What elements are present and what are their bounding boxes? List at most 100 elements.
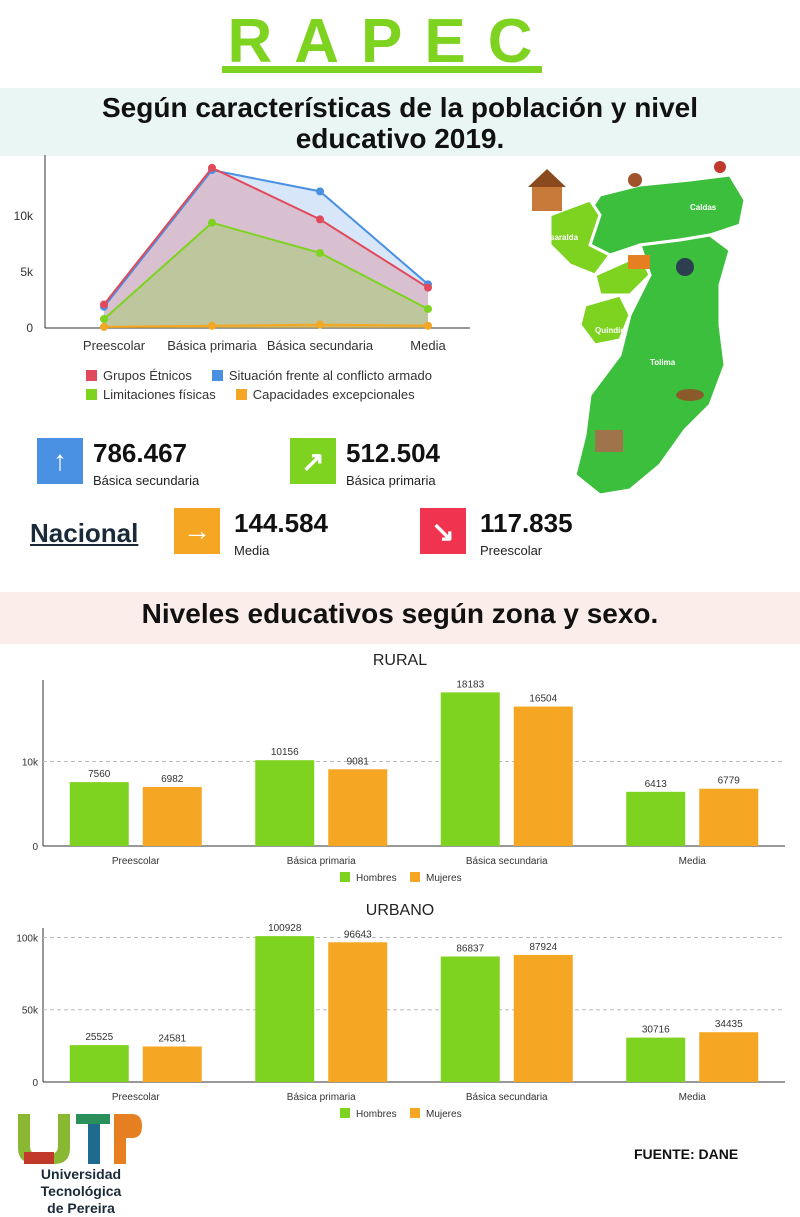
bar-hombres <box>626 791 686 846</box>
bar-value-label: 24581 <box>158 1033 186 1044</box>
legend-label-limitaciones: Limitaciones físicas <box>103 387 216 402</box>
bar-value-label: 6982 <box>161 774 184 785</box>
x-tick-label: Básica primaria <box>167 338 257 353</box>
x-tick-label: Media <box>679 856 707 867</box>
rural-bar-chart: 0 10k 7560 6982 Preescolar 10156 9081 Básica pr… <box>22 679 785 884</box>
utp-logo-icon <box>18 1114 142 1164</box>
area-point <box>424 283 432 292</box>
fence-icon <box>595 430 623 452</box>
map-label-risaralda: Risaralda <box>542 233 579 242</box>
bar-value-label: 87924 <box>529 942 557 953</box>
legend-label-capacidades: Capacidades excepcionales <box>252 387 415 402</box>
bar-mujeres <box>328 769 388 846</box>
bar-hombres <box>440 692 500 846</box>
area-fill-2 <box>104 222 428 328</box>
stat-value: 117.835 <box>480 508 573 538</box>
stat-value: 144.584 <box>234 508 328 538</box>
legend-label: Hombres <box>356 1109 397 1120</box>
map-region-risaralda <box>548 198 613 277</box>
stat-label: Preescolar <box>480 543 543 558</box>
x-tick-label: Básica secundaria <box>466 1092 548 1103</box>
bar-value-label: 9081 <box>347 756 370 767</box>
x-tick-label: Básica primaria <box>287 1092 356 1103</box>
legend-swatch-etnicos <box>86 370 97 381</box>
y-tick-label: 5k <box>20 265 34 279</box>
bar-mujeres <box>513 706 573 846</box>
area-point <box>316 320 324 329</box>
bar-value-label: 18183 <box>456 679 484 690</box>
x-tick-label: Preescolar <box>83 338 146 353</box>
arrow-right-icon: → <box>174 508 220 554</box>
area-point <box>208 218 216 227</box>
bar-value-label: 34435 <box>715 1019 743 1030</box>
area-point <box>100 300 108 309</box>
y-tick-label: 50k <box>22 1006 39 1017</box>
section-band-2 <box>0 592 800 644</box>
legend-swatch-limitaciones <box>86 389 97 400</box>
area-point <box>316 248 324 257</box>
subtitle-line-1: Según características de la población y … <box>101 92 698 123</box>
section-subtitle-2: Niveles educativos según zona y sexo. <box>141 598 659 629</box>
legend-label-conflicto: Situación frente al conflicto armado <box>228 368 432 383</box>
urbano-bar-chart: 0 50k 100k 25525 24581 Preescolar 100928 96643 B… <box>16 923 785 1120</box>
arrow-up-right-icon: ↗ <box>290 438 336 484</box>
y-tick-label: 10k <box>14 209 34 223</box>
stat-label: Básica primaria <box>346 473 436 488</box>
x-tick-label: Media <box>679 1092 707 1103</box>
bar-mujeres <box>328 942 388 1082</box>
bar-mujeres <box>142 787 202 846</box>
legend-swatch <box>340 872 350 882</box>
area-line-2 <box>103 221 429 320</box>
university-name: Universidad Tecnológica de Pereira <box>12 1166 150 1217</box>
area-fill-1 <box>104 170 428 328</box>
stat-label: Media <box>234 543 270 558</box>
area-point <box>208 321 216 330</box>
y-tick-label: 100k <box>16 933 39 944</box>
market-stall-icon <box>628 255 650 269</box>
bar-value-label: 10156 <box>271 747 299 758</box>
area-point <box>316 215 324 224</box>
area-point <box>424 304 432 313</box>
bar-value-label: 86837 <box>456 943 484 954</box>
subtitle-line-2: educativo 2019. <box>295 123 505 154</box>
section-subtitle-1: Según características de la población y … <box>60 92 740 154</box>
bar-hombres <box>440 956 500 1082</box>
bar-hombres <box>69 782 129 846</box>
legend-label-etnicos: Grupos Étnicos <box>103 368 192 383</box>
map-label-tolima: Tolima <box>650 358 676 367</box>
page-title: RAPEC <box>227 7 555 76</box>
area-point <box>100 315 108 324</box>
x-tick-label: Básica primaria <box>287 856 356 867</box>
x-tick-label: Básica secundaria <box>466 856 548 867</box>
area-legend: Grupos Étnicos Situación frente al confl… <box>86 368 432 402</box>
stat-card-3: → 144.584 Media <box>174 508 328 558</box>
x-tick-label: Básica secundaria <box>267 338 374 353</box>
y-tick-label: 0 <box>32 1078 38 1089</box>
urbano-chart-title: URBANO <box>365 902 435 919</box>
people-group-icon <box>676 258 694 276</box>
bar-value-label: 6413 <box>645 779 668 790</box>
area-fill-0 <box>104 167 428 328</box>
x-tick-label: Preescolar <box>112 856 160 867</box>
legend-swatch-conflicto <box>211 370 223 381</box>
worker-icon <box>714 161 726 173</box>
bar-value-label: 16504 <box>529 694 557 705</box>
bar-value-label: 96643 <box>344 929 372 940</box>
stat-card-2: ↗ 512.504 Básica primaria <box>290 438 440 488</box>
house-icon <box>532 185 562 211</box>
legend-label: Mujeres <box>426 873 462 884</box>
source-label: FUENTE: DANE <box>634 1146 739 1162</box>
map-label-caldas: Caldas <box>690 203 717 212</box>
area-line-0 <box>103 166 429 306</box>
stat-label: Básica secundaria <box>93 473 200 488</box>
bar-mujeres <box>699 788 759 846</box>
bar-value-label: 100928 <box>268 923 302 934</box>
stat-value: 786.467 <box>93 438 187 468</box>
arrow-up-icon: ↑ <box>37 438 83 484</box>
map-region-quindio <box>578 293 632 347</box>
bar-mujeres <box>142 1046 202 1082</box>
bar-value-label: 25525 <box>85 1032 113 1043</box>
area-line-1 <box>103 168 429 308</box>
bar-mujeres <box>513 954 573 1082</box>
bar-value-label: 7560 <box>88 769 111 780</box>
